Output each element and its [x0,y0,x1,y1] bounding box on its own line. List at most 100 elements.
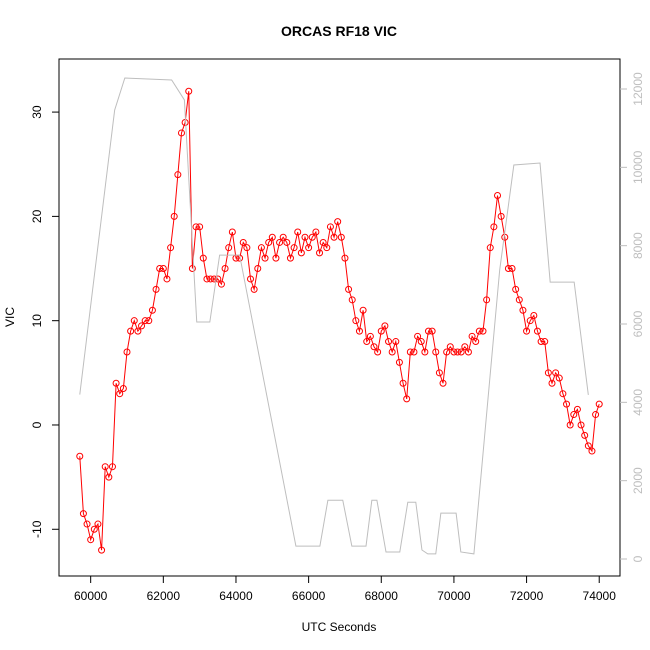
point [519,306,527,314]
point [337,233,345,241]
point [424,327,432,335]
point [308,233,316,241]
point [435,369,443,377]
point [79,510,87,518]
point [566,421,574,429]
x-tick-label: 72000 [510,589,544,603]
series-line [79,91,600,551]
point [403,395,411,403]
point [584,442,592,450]
point [374,348,382,356]
point [377,327,385,335]
altitude-line [79,77,589,555]
y-tick-label: 20 [30,209,44,223]
x-tick-label: 70000 [437,589,471,603]
point [87,536,95,544]
point [410,348,418,356]
point [112,379,120,387]
point [243,244,251,252]
point [352,317,360,325]
point [341,254,349,262]
point [399,379,407,387]
x-tick-label: 60000 [74,589,108,603]
point [108,463,116,471]
y2-tick-label: 8000 [631,232,645,259]
point [468,332,476,340]
point [167,244,175,252]
point [276,238,284,246]
point [101,463,109,471]
point [472,338,480,346]
point [98,546,106,554]
point [548,379,556,387]
point [475,327,483,335]
point [432,348,440,356]
point [461,343,469,351]
point [159,265,167,273]
point [508,265,516,273]
point [504,265,512,273]
point [290,244,298,252]
point [297,249,305,257]
point [170,212,178,220]
point [381,322,389,330]
point [203,275,211,283]
point [570,411,578,419]
point [76,452,84,460]
point [326,223,334,231]
point [123,348,131,356]
point [395,358,403,366]
point [105,473,113,481]
point [388,348,396,356]
point [366,332,374,340]
chart-title: ORCAS RF18 VIC [281,23,397,39]
point [588,447,596,455]
point [130,317,138,325]
point [533,327,541,335]
point [207,275,215,283]
point [414,332,422,340]
point [450,348,458,356]
point [152,285,160,293]
point [392,338,400,346]
point [94,520,102,528]
point [316,249,324,257]
point [530,311,538,319]
point [581,431,589,439]
point [210,275,218,283]
point [577,421,585,429]
point [199,254,207,262]
point [439,379,447,387]
point [83,520,91,528]
point [526,317,534,325]
point [225,244,233,252]
point [90,525,98,533]
y2-tick-label: 10000 [631,150,645,184]
point [217,280,225,288]
point [257,244,265,252]
point [188,265,196,273]
point [163,275,171,283]
y2-tick-label: 4000 [631,389,645,416]
point [595,400,603,408]
point [497,212,505,220]
point [138,322,146,330]
point [385,338,393,346]
point [214,275,222,283]
point [239,238,247,246]
point [541,338,549,346]
y-axis-label: VIC [3,307,17,327]
point [454,348,462,356]
x-tick-label: 64000 [219,589,253,603]
point [494,192,502,200]
y2-tick-label: 6000 [631,310,645,337]
point [406,348,414,356]
point [156,265,164,273]
x-axis-label: UTC Seconds [302,620,377,634]
point [127,327,135,335]
x-tick-label: 62000 [147,589,181,603]
point [363,338,371,346]
point [268,233,276,241]
